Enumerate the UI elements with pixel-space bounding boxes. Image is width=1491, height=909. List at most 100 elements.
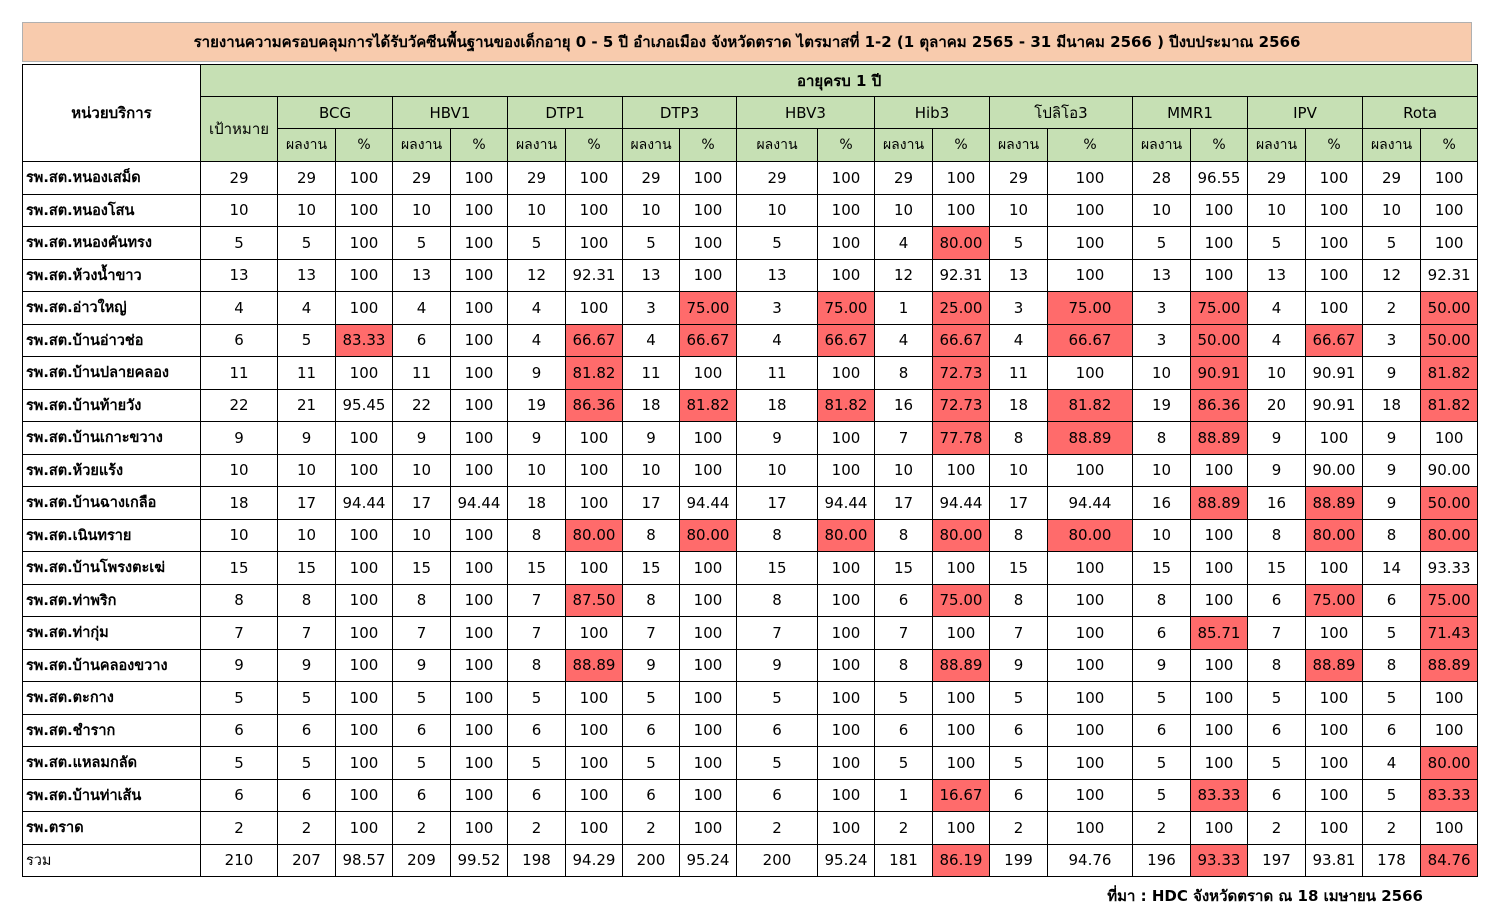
target-header: เป้าหมาย [200, 96, 278, 162]
target-value: 4 [200, 291, 278, 325]
percent-value: 98.57 [335, 843, 393, 877]
percent-value: 100 [1419, 713, 1479, 747]
result-value: 17 [874, 486, 933, 520]
result-value: 7 [874, 616, 933, 650]
table-row: รพ.สต.บ้านเกาะขวาง 9 9 100 9 100 9 100 9 100 9 100 7… [22, 421, 1479, 455]
result-value: 199 [989, 843, 1048, 877]
percent-value: 100 [1047, 583, 1133, 617]
target-value: 2 [200, 811, 278, 845]
result-value: 6 [989, 778, 1048, 812]
result-value: 2 [277, 811, 336, 845]
percent-subheader: % [1419, 128, 1479, 162]
percent-value: 66.67 [817, 323, 875, 357]
result-subheader: ผลงาน [1247, 128, 1306, 162]
result-value: 7 [507, 583, 566, 617]
unit-name: รพ.สต.ท่ากุ่ม [22, 616, 201, 650]
percent-value: 100 [817, 161, 875, 195]
percent-value: 100 [1047, 551, 1133, 585]
result-value: 3 [1132, 291, 1191, 325]
result-value: 29 [277, 161, 336, 195]
result-value: 29 [1362, 161, 1421, 195]
percent-value: 81.82 [1419, 356, 1479, 390]
percent-value: 100 [450, 681, 508, 715]
percent-value: 80.00 [1305, 518, 1363, 552]
percent-value: 94.44 [932, 486, 990, 520]
result-value: 8 [736, 518, 818, 552]
unit-header: หน่วยบริการ [22, 64, 201, 162]
table-row: รพ.สต.ห้วยแร้ง 10 10 100 10 100 10 100 10 100 10 10… [22, 453, 1479, 487]
percent-value: 100 [679, 551, 737, 585]
target-value: 10 [200, 518, 278, 552]
result-value: 8 [989, 518, 1048, 552]
result-value: 9 [277, 421, 336, 455]
percent-value: 100 [817, 583, 875, 617]
percent-value: 80.00 [1419, 518, 1479, 552]
result-value: 5 [1247, 226, 1306, 260]
table-row: รพ.สต.บ้านท่าเส้น 6 6 100 6 100 6 100 6 100 6 100 1 1… [22, 778, 1479, 812]
percent-value: 100 [817, 746, 875, 780]
percent-value: 66.67 [932, 323, 990, 357]
percent-value: 88.89 [1047, 421, 1133, 455]
target-value: 5 [200, 681, 278, 715]
percent-value: 100 [335, 226, 393, 260]
result-value: 8 [874, 648, 933, 682]
percent-value: 66.67 [1305, 323, 1363, 357]
result-value: 7 [507, 616, 566, 650]
target-value: 13 [200, 258, 278, 292]
result-value: 17 [392, 486, 451, 520]
percent-value: 94.29 [565, 843, 623, 877]
percent-value: 75.00 [679, 291, 737, 325]
result-value: 8 [1247, 648, 1306, 682]
result-value: 29 [507, 161, 566, 195]
result-value: 15 [736, 551, 818, 585]
result-value: 6 [622, 778, 680, 812]
percent-value: 100 [1305, 226, 1363, 260]
table-row: รพ.สต.บ้านปลายคลอง 11 11 100 11 100 9 81.82 11 10… [22, 356, 1479, 390]
percent-value: 100 [565, 453, 623, 487]
result-subheader: ผลงาน [277, 128, 336, 162]
percent-value: 90.91 [1305, 388, 1363, 422]
vaccine-header: HBV1 [392, 96, 508, 129]
result-value: 29 [392, 161, 451, 195]
table-row: รพ.สต.ท่าพริก 8 8 100 8 100 7 87.50 8 100 8 100 6 75.… [22, 583, 1479, 617]
percent-value: 100 [1190, 681, 1248, 715]
result-value: 6 [1362, 713, 1421, 747]
result-value: 11 [736, 356, 818, 390]
percent-value: 100 [1305, 811, 1363, 845]
percent-value: 100 [817, 356, 875, 390]
percent-value: 100 [335, 356, 393, 390]
percent-value: 95.24 [817, 843, 875, 877]
result-value: 17 [277, 486, 336, 520]
percent-value: 100 [932, 551, 990, 585]
percent-value: 100 [1305, 291, 1363, 325]
percent-value: 94.44 [335, 486, 393, 520]
result-value: 10 [874, 453, 933, 487]
percent-value: 100 [1419, 811, 1479, 845]
percent-subheader: % [932, 128, 990, 162]
percent-value: 100 [450, 258, 508, 292]
percent-value: 100 [679, 226, 737, 260]
percent-value: 100 [335, 421, 393, 455]
result-value: 9 [736, 648, 818, 682]
percent-value: 100 [450, 811, 508, 845]
result-value: 10 [874, 193, 933, 227]
result-value: 5 [392, 226, 451, 260]
result-value: 8 [736, 583, 818, 617]
percent-value: 100 [679, 258, 737, 292]
result-value: 18 [622, 388, 680, 422]
result-value: 5 [507, 226, 566, 260]
table-row: รพ.สต.ห้วงน้ำขาว 13 13 100 13 100 12 92.31 13 100… [22, 258, 1479, 292]
percent-value: 100 [335, 616, 393, 650]
percent-value: 100 [679, 583, 737, 617]
vaccine-header: DTP1 [507, 96, 623, 129]
result-value: 6 [277, 778, 336, 812]
result-subheader: ผลงาน [1132, 128, 1191, 162]
result-value: 15 [989, 551, 1048, 585]
percent-value: 100 [1305, 713, 1363, 747]
result-value: 12 [874, 258, 933, 292]
percent-value: 100 [1047, 226, 1133, 260]
result-value: 28 [1132, 161, 1191, 195]
result-value: 207 [277, 843, 336, 877]
percent-value: 100 [1190, 648, 1248, 682]
result-value: 5 [736, 681, 818, 715]
